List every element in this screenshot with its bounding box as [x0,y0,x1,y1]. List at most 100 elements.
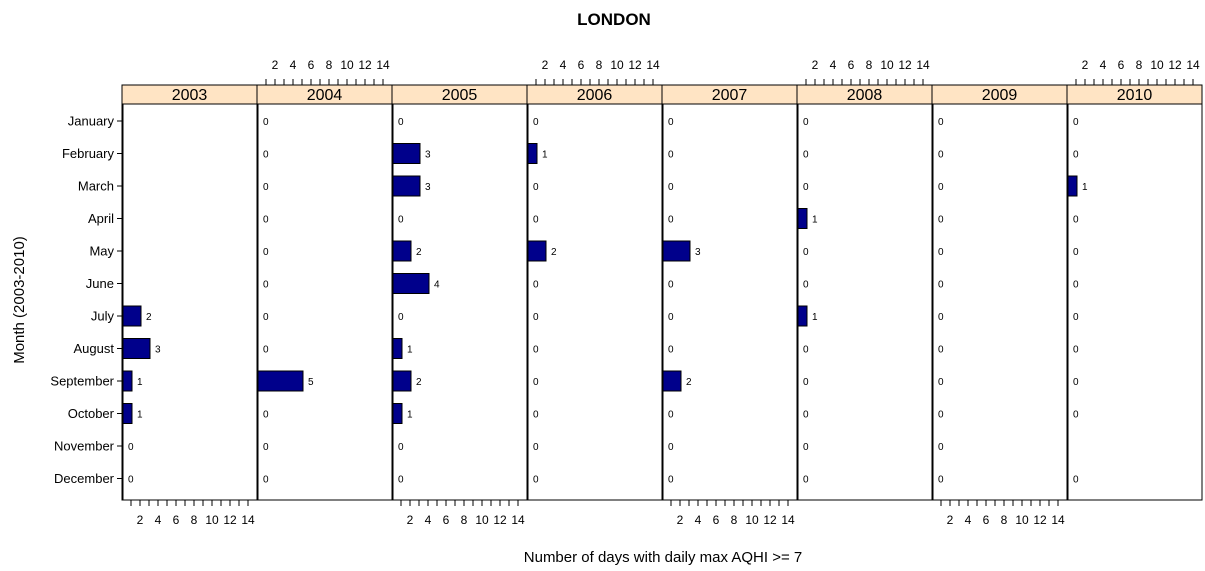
bar-value-label: 1 [407,410,413,421]
bar-value-label: 0 [668,442,674,453]
bar-value-label: 0 [938,410,944,421]
bar-value-label: 0 [1073,345,1079,356]
panel-2004: 2004 0 0 0 0 0 0 0 0 5 0 0 0 [256,84,393,501]
bar [392,273,430,294]
bar-value-label: 0 [263,475,269,486]
bar-value-label: 0 [938,312,944,323]
bar-value-label: 0 [263,117,269,128]
x-tick-label: 12 [628,58,642,72]
x-tick-label: 8 [731,513,738,527]
bar-value-label: 0 [668,182,674,193]
x-tick-label: 8 [596,58,603,72]
x-tick-label: 4 [290,58,297,72]
x-tick-label: 8 [461,513,468,527]
bar-value-label: 0 [668,280,674,291]
panel-frame [796,103,933,501]
x-tick-label: 4 [830,58,837,72]
bar-value-label: 0 [1073,247,1079,258]
bar-value-label: 0 [803,442,809,453]
x-tick-label: 12 [358,58,372,72]
bar-value-label: 1 [1082,182,1088,193]
x-tick-label: 2 [677,513,684,527]
panel-frame [931,103,1068,501]
x-tick-label: 8 [866,58,873,72]
x-tick-label: 14 [1051,513,1065,527]
bar-value-label: 0 [803,247,809,258]
bar-value-label: 0 [1073,280,1079,291]
bar-value-label: 0 [668,150,674,161]
bar-value-label: 0 [263,215,269,226]
bar [797,208,808,229]
bar-value-label: 0 [533,280,539,291]
bar-value-label: 0 [938,247,944,258]
bar-value-label: 0 [533,345,539,356]
bar-value-label: 3 [425,150,431,161]
x-tick-label: 6 [578,58,585,72]
bar-value-label: 0 [668,410,674,421]
panel-frame [526,103,663,501]
panel-2006: 2006 0 1 0 0 2 0 0 0 0 0 0 0 [526,84,663,501]
x-tick-label: 10 [340,58,354,72]
month-label: April [88,211,114,226]
month-label: March [78,179,114,194]
bar [392,175,421,197]
x-tick-label: 2 [947,513,954,527]
x-tick-label: 6 [713,513,720,527]
bar-value-label: 0 [1073,117,1079,128]
bar-value-label: 0 [803,150,809,161]
bar-value-label: 0 [938,377,944,388]
bar-value-label: 0 [398,117,404,128]
panel-2003: 2003 2 3 1 1 0 0 [121,84,258,501]
bar-value-label: 0 [1073,312,1079,323]
bar-value-label: 1 [407,345,413,356]
bar [527,240,547,262]
bar-value-label: 1 [137,377,143,388]
x-tick-label: 6 [308,58,315,72]
bar-value-label: 2 [416,377,422,388]
x-tick-label: 10 [205,513,219,527]
panels-group: 2003231100200400000000500020050330240121… [121,84,1203,501]
panel-frame [661,103,798,501]
bar-value-label: 0 [668,215,674,226]
bar [257,370,304,392]
bar-value-label: 0 [533,377,539,388]
bar-value-label: 3 [155,345,161,356]
bar [122,370,133,392]
bar-value-label: 0 [668,312,674,323]
bar-value-label: 0 [533,215,539,226]
bar [122,338,151,359]
bar-value-label: 0 [263,410,269,421]
month-label: December [54,471,115,486]
panel-year-label: 2008 [847,87,883,104]
panel-year-label: 2006 [577,87,613,104]
bar-value-label: 2 [686,377,692,388]
bar [122,305,142,327]
bar [122,403,133,424]
bar-value-label: 0 [668,475,674,486]
x-tick-label: 4 [965,513,972,527]
bar-value-label: 0 [1073,215,1079,226]
x-tick-label: 4 [1100,58,1107,72]
bar-value-label: 0 [1073,475,1079,486]
bar-value-label: 1 [542,150,548,161]
x-tick-label: 12 [898,58,912,72]
x-tick-label: 10 [1150,58,1164,72]
bar-value-label: 0 [803,117,809,128]
panel-year-label: 2010 [1117,87,1153,104]
bar-value-label: 0 [533,312,539,323]
bar-value-label: 0 [533,442,539,453]
month-label: May [89,244,114,259]
bar-value-label: 0 [263,312,269,323]
x-tick-label: 6 [983,513,990,527]
x-tick-label: 6 [173,513,180,527]
month-label: October [68,406,115,421]
x-tick-label: 4 [695,513,702,527]
month-label: August [74,341,115,356]
bar-value-label: 2 [416,247,422,258]
x-tick-label: 6 [443,513,450,527]
x-tick-label: 10 [880,58,894,72]
x-tick-label: 2 [812,58,819,72]
x-axes-group: 2 4 6 8 10 12 142 4 6 8 10 12 142 4 6 8 10 12 142 4 6 8 10 12 14… [122,58,1202,527]
bar-value-label: 0 [938,117,944,128]
bar-value-label: 0 [263,280,269,291]
